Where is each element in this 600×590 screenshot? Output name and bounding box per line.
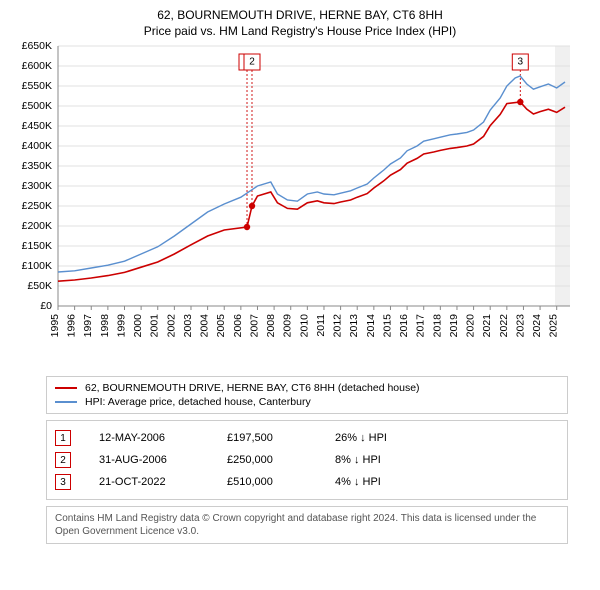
transaction-hpi-delta: 26% ↓ HPI xyxy=(335,432,387,444)
x-tick-label: 2018 xyxy=(431,314,443,338)
x-tick-label: 2010 xyxy=(298,314,310,338)
y-tick-label: £150K xyxy=(22,240,52,252)
x-tick-label: 2013 xyxy=(348,314,360,338)
transaction-date: 12-MAY-2006 xyxy=(99,432,199,444)
x-tick-label: 2004 xyxy=(199,314,211,338)
y-tick-label: £100K xyxy=(22,260,52,272)
x-tick-label: 2025 xyxy=(548,314,560,338)
sale-dot xyxy=(517,99,523,105)
attribution-text: Contains HM Land Registry data © Crown c… xyxy=(46,506,568,544)
x-tick-label: 2008 xyxy=(265,314,277,338)
transaction-row: 2 31-AUG-2006 £250,000 8% ↓ HPI xyxy=(55,449,559,471)
x-tick-label: 2001 xyxy=(149,314,161,338)
chart-plot: £0 £50K £100K £150K £200K £250K £300K £350K £400… xyxy=(10,38,590,368)
y-tick-label: £500K xyxy=(22,100,52,112)
transaction-hpi-delta: 8% ↓ HPI xyxy=(335,454,381,466)
x-tick-label: 2016 xyxy=(398,314,410,338)
series-property xyxy=(58,102,565,281)
y-tick-label: £650K xyxy=(22,40,52,52)
x-tick-label: 2012 xyxy=(332,314,344,338)
y-tick-label: £200K xyxy=(22,220,52,232)
legend-label: HPI: Average price, detached house, Cant… xyxy=(85,396,311,408)
series-hpi xyxy=(58,76,565,272)
x-tick-label: 2022 xyxy=(498,314,510,338)
x-tick-label: 2003 xyxy=(182,314,194,338)
transaction-price: £250,000 xyxy=(227,454,307,466)
transaction-price: £197,500 xyxy=(227,432,307,444)
x-tick-label: 2007 xyxy=(248,314,260,338)
y-tick-label: £300K xyxy=(22,180,52,192)
sale-dot xyxy=(249,203,255,209)
y-tick-label: £50K xyxy=(27,280,52,292)
legend-swatch xyxy=(55,401,77,403)
x-tick-label: 1998 xyxy=(99,314,111,338)
transaction-marker-number: 3 xyxy=(55,474,71,490)
transaction-marker-number: 2 xyxy=(55,452,71,468)
transaction-price: £510,000 xyxy=(227,476,307,488)
y-tick-label: £350K xyxy=(22,160,52,172)
y-tick-label: £0 xyxy=(40,300,52,312)
transaction-date: 21-OCT-2022 xyxy=(99,476,199,488)
x-tick-label: 2000 xyxy=(132,314,144,338)
legend-item: 62, BOURNEMOUTH DRIVE, HERNE BAY, CT6 8H… xyxy=(55,381,559,395)
x-tick-label: 1996 xyxy=(66,314,78,338)
chart-svg: £0 £50K £100K £150K £200K £250K £300K £350K £400… xyxy=(10,38,590,368)
x-tick-label: 2015 xyxy=(381,314,393,338)
sale-marker-number: 3 xyxy=(518,57,524,68)
x-tick-label: 2005 xyxy=(215,314,227,338)
y-tick-label: £400K xyxy=(22,140,52,152)
x-tick-label: 2017 xyxy=(415,314,427,338)
x-tick-label: 2019 xyxy=(448,314,460,338)
x-tick-label: 2006 xyxy=(232,314,244,338)
x-tick-label: 2009 xyxy=(282,314,294,338)
chart-titles: 62, BOURNEMOUTH DRIVE, HERNE BAY, CT6 8H… xyxy=(10,8,590,38)
y-tick-label: £450K xyxy=(22,120,52,132)
forecast-band xyxy=(555,46,570,306)
x-tick-label: 2021 xyxy=(481,314,493,338)
transaction-row: 3 21-OCT-2022 £510,000 4% ↓ HPI xyxy=(55,471,559,493)
x-tick-label: 2020 xyxy=(465,314,477,338)
legend-item: HPI: Average price, detached house, Cant… xyxy=(55,395,559,409)
x-tick-label: 1997 xyxy=(82,314,94,338)
y-tick-label: £550K xyxy=(22,80,52,92)
x-tick-label: 2014 xyxy=(365,314,377,338)
sale-marker-number: 2 xyxy=(249,57,255,68)
sale-dot xyxy=(244,224,250,230)
x-tick-label: 2011 xyxy=(315,314,327,337)
chart-title-address: 62, BOURNEMOUTH DRIVE, HERNE BAY, CT6 8H… xyxy=(10,8,590,22)
transaction-row: 1 12-MAY-2006 £197,500 26% ↓ HPI xyxy=(55,427,559,449)
transaction-date: 31-AUG-2006 xyxy=(99,454,199,466)
x-tick-label: 2002 xyxy=(165,314,177,338)
x-tick-label: 1999 xyxy=(115,314,127,338)
transaction-hpi-delta: 4% ↓ HPI xyxy=(335,476,381,488)
legend: 62, BOURNEMOUTH DRIVE, HERNE BAY, CT6 8H… xyxy=(46,376,568,414)
transaction-marker-number: 1 xyxy=(55,430,71,446)
x-tick-label: 2023 xyxy=(514,314,526,338)
y-tick-label: £250K xyxy=(22,200,52,212)
legend-swatch xyxy=(55,387,77,389)
x-tick-label: 1995 xyxy=(49,314,61,338)
transactions-table: 1 12-MAY-2006 £197,500 26% ↓ HPI 2 31-AUG-200… xyxy=(46,420,568,500)
y-tick-label: £600K xyxy=(22,60,52,72)
chart-subtitle: Price paid vs. HM Land Registry's House … xyxy=(10,24,590,38)
x-tick-label: 2024 xyxy=(531,314,543,338)
chart-container: 62, BOURNEMOUTH DRIVE, HERNE BAY, CT6 8H… xyxy=(0,0,600,554)
legend-label: 62, BOURNEMOUTH DRIVE, HERNE BAY, CT6 8H… xyxy=(85,382,420,394)
